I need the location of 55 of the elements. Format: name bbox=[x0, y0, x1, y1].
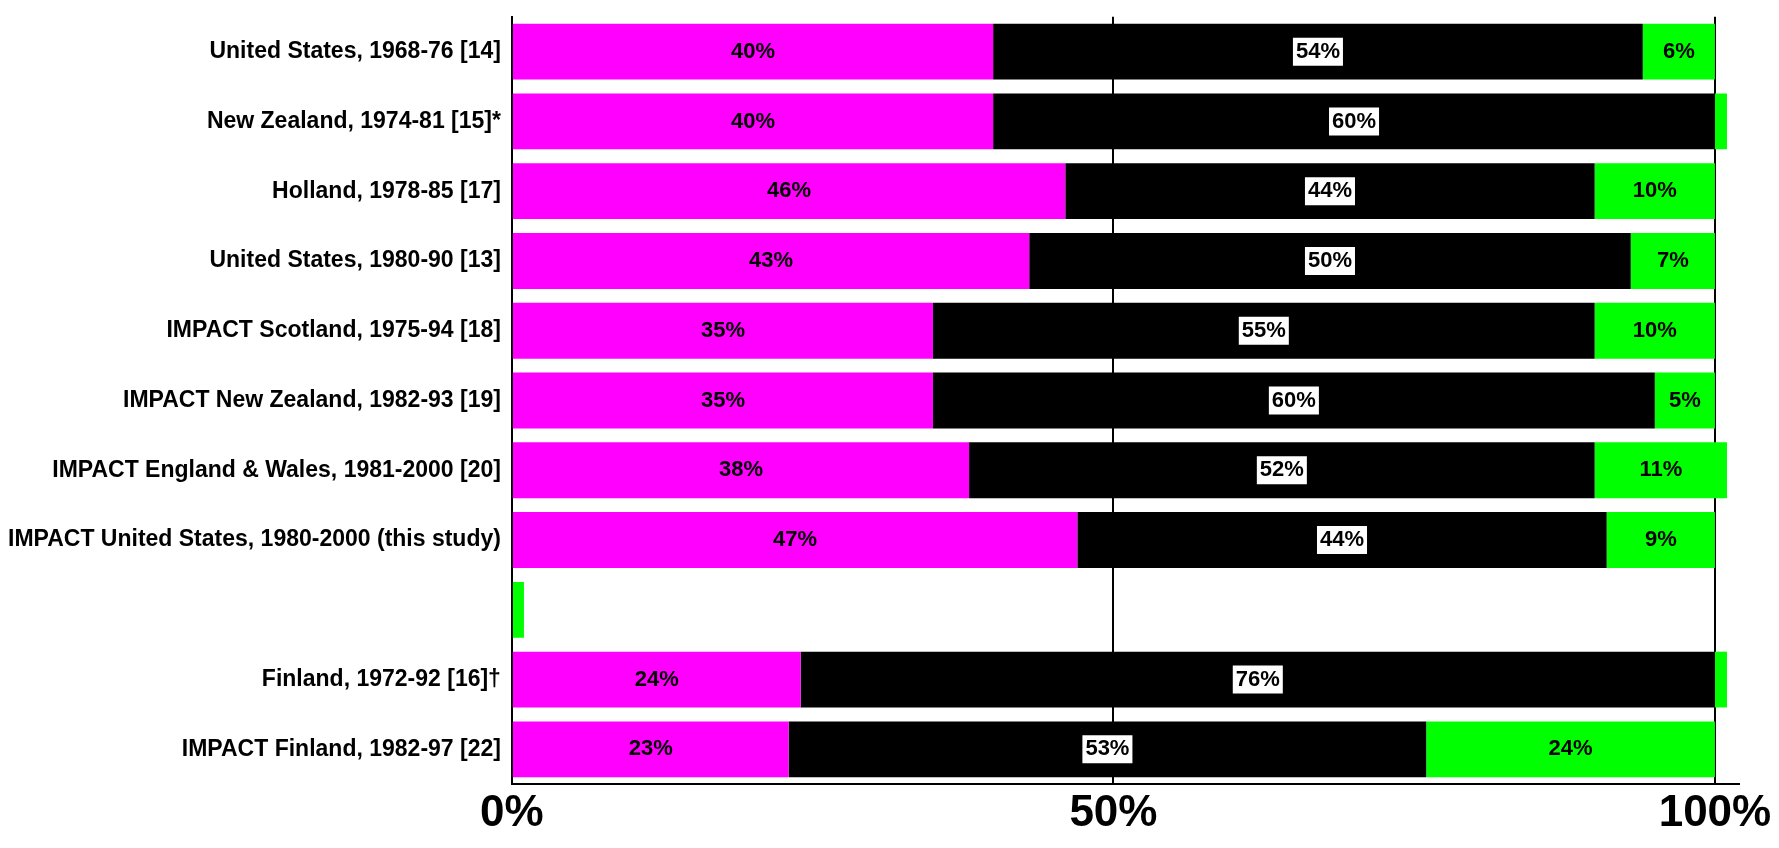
data-label: 60% bbox=[1271, 386, 1316, 412]
data-label: 44% bbox=[1307, 177, 1352, 203]
y-tick-label: Holland, 1978-85 [17] bbox=[272, 176, 501, 203]
data-label: 40% bbox=[731, 107, 776, 133]
data-label: 76% bbox=[1235, 665, 1280, 691]
data-label: 38% bbox=[718, 456, 764, 482]
data-label: 10% bbox=[1632, 177, 1677, 203]
x-tick-label: 0% bbox=[480, 785, 544, 835]
bar bbox=[512, 651, 801, 708]
y-tick-label: IMPACT New Zealand, 1982-93 [19] bbox=[122, 385, 501, 412]
data-label: 52% bbox=[1259, 456, 1304, 482]
data-label: 23% bbox=[628, 735, 673, 761]
data-label: 7% bbox=[1656, 247, 1689, 273]
x-tick-label: 100% bbox=[1658, 785, 1772, 835]
data-label: 6% bbox=[1662, 37, 1695, 63]
data-label: 55% bbox=[1241, 316, 1286, 342]
data-label: 24% bbox=[634, 665, 679, 691]
data-label: 44% bbox=[1319, 526, 1365, 552]
y-tick-label: New Zealand, 1974-81 [15]* bbox=[206, 106, 501, 133]
data-label: 53% bbox=[1085, 735, 1130, 761]
data-label: 35% bbox=[700, 316, 745, 342]
y-tick-label: United States, 1980-90 [13] bbox=[209, 246, 501, 273]
data-label: 11% bbox=[1639, 456, 1683, 482]
bar bbox=[512, 442, 970, 499]
bar bbox=[512, 721, 789, 778]
y-tick-label: IMPACT Finland, 1982-97 [22] bbox=[181, 734, 501, 761]
bar bbox=[512, 23, 994, 80]
data-label: 43% bbox=[749, 247, 794, 273]
bar bbox=[512, 581, 524, 638]
data-label: 10% bbox=[1632, 316, 1677, 342]
data-label: 50% bbox=[1307, 247, 1352, 273]
y-tick-label: United States, 1968-76 [14] bbox=[209, 37, 501, 64]
x-tick-label: 50% bbox=[1069, 785, 1158, 835]
data-label: 60% bbox=[1332, 107, 1377, 133]
bar bbox=[512, 302, 933, 359]
data-label: 35% bbox=[700, 386, 745, 412]
y-tick-label: IMPACT Scotland, 1975-94 [18] bbox=[166, 316, 501, 343]
y-tick-label: Finland, 1972-92 [16]† bbox=[261, 664, 501, 691]
bar bbox=[512, 233, 1030, 289]
bar bbox=[512, 512, 1078, 568]
bar bbox=[512, 163, 1066, 220]
bar bbox=[1714, 93, 1727, 150]
data-label: 5% bbox=[1668, 386, 1701, 412]
y-tick-label: IMPACT England & Wales, 1981-2000 [20] bbox=[52, 455, 501, 482]
bar bbox=[1714, 651, 1727, 708]
y-tick-label: IMPACT United States, 1980-2000 (this study) bbox=[7, 525, 501, 552]
data-label: 46% bbox=[767, 177, 812, 203]
data-label: 54% bbox=[1295, 37, 1340, 63]
data-label: 40% bbox=[731, 37, 776, 63]
bar bbox=[1426, 721, 1715, 778]
bar bbox=[512, 93, 994, 150]
bar bbox=[512, 372, 933, 429]
data-label: 47% bbox=[773, 526, 818, 552]
data-label: 24% bbox=[1548, 735, 1593, 761]
data-label: 9% bbox=[1644, 526, 1677, 552]
